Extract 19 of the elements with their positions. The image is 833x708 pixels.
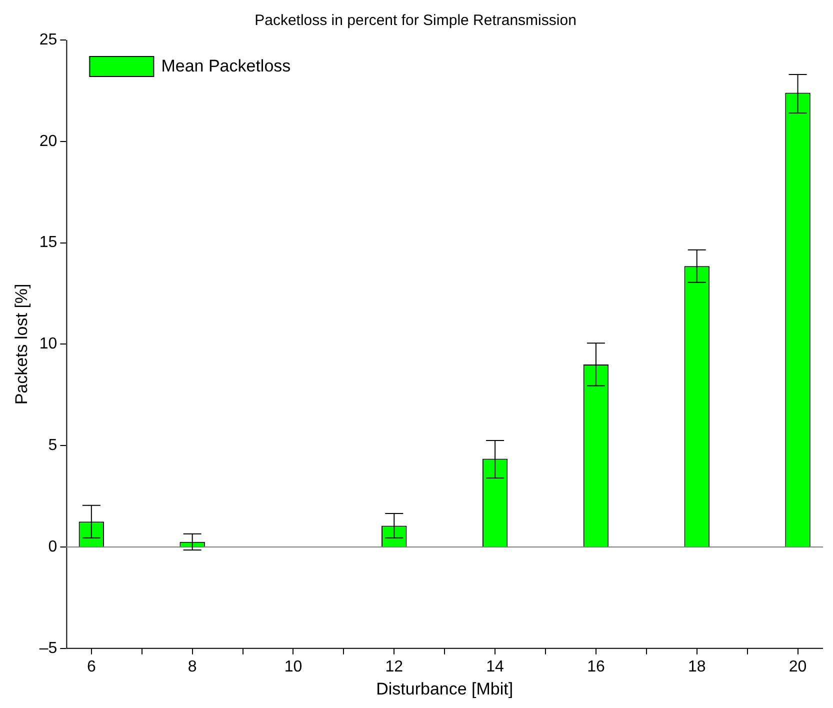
chart-title: Packetloss in percent for Simple Retransmission (254, 12, 576, 30)
x-tick-label: 18 (688, 658, 706, 676)
y-tick-label: 25 (39, 31, 58, 48)
y-tick-label: 10 (39, 336, 58, 353)
y-tick-label: 20 (39, 132, 58, 150)
y-axis-title: Packets lost [%] (12, 284, 31, 405)
x-tick-label: 10 (284, 658, 302, 676)
y-tick-label: 0 (48, 538, 58, 556)
x-tick-label: 14 (486, 658, 504, 676)
x-tick-label: 12 (385, 658, 404, 676)
x-axis-title: Disturbance [Mbit] (376, 679, 514, 698)
x-tick-label: 16 (587, 658, 605, 676)
x-tick-label: 20 (788, 658, 807, 676)
legend-label: Mean Packetloss (161, 56, 291, 76)
y-tick-label: 15 (39, 234, 58, 252)
x-tick-label: 6 (86, 658, 96, 676)
y-tick-label: –5 (39, 640, 58, 657)
y-tick-label: 5 (48, 437, 58, 454)
x-tick-label: 8 (188, 658, 197, 676)
